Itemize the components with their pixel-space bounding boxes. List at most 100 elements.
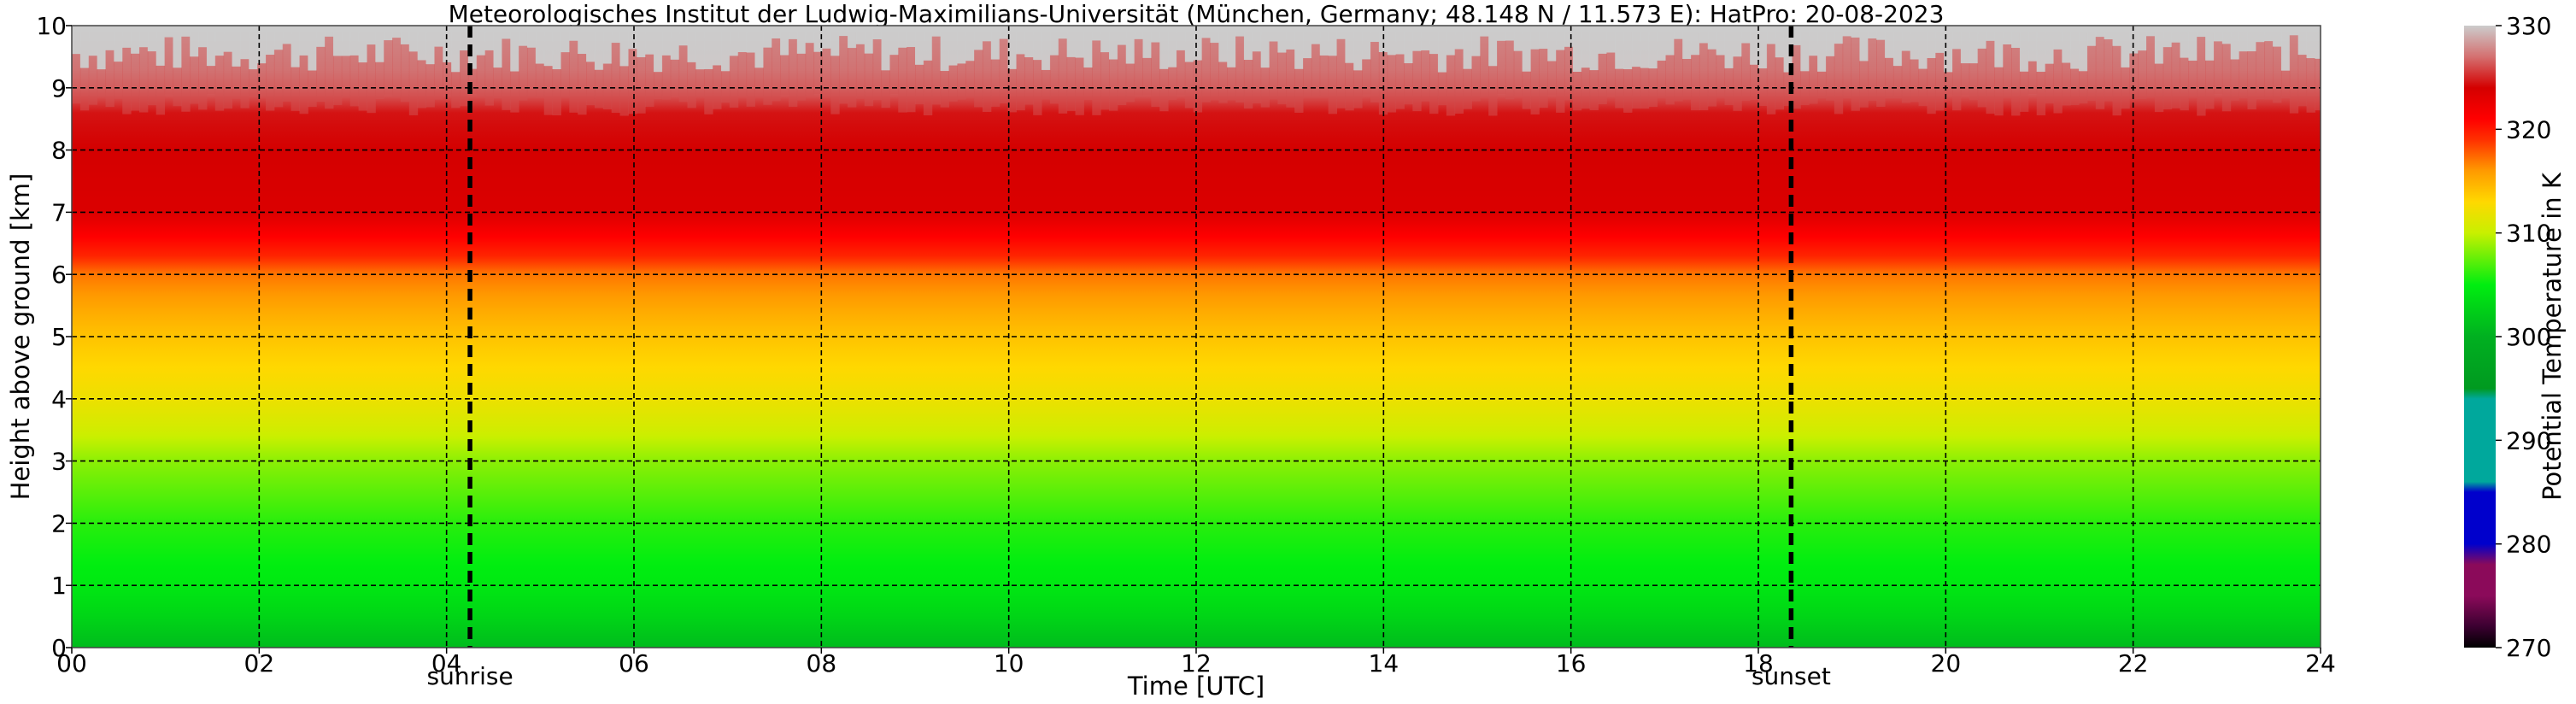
- texture-band: [1724, 67, 1734, 105]
- texture-band: [2095, 37, 2105, 109]
- texture-band: [173, 67, 182, 107]
- texture-band: [1547, 26, 1557, 62]
- texture-band: [1615, 68, 1624, 109]
- texture-band: [1117, 26, 1127, 45]
- texture-band: [155, 26, 166, 66]
- texture-band: [1623, 69, 1633, 113]
- texture-band: [1918, 68, 1928, 107]
- texture-band: [332, 56, 343, 105]
- texture-band: [476, 26, 486, 56]
- texture-band: [2154, 26, 2164, 64]
- texture-band: [273, 26, 284, 50]
- texture-band: [358, 62, 367, 111]
- texture-band: [1471, 26, 1481, 56]
- texture-band: [1741, 43, 1751, 101]
- texture-band: [982, 41, 992, 113]
- texture-band: [611, 26, 621, 44]
- texture-band: [223, 51, 233, 109]
- texture-band: [384, 40, 393, 95]
- x-tick-label: 10: [994, 649, 1024, 678]
- texture-band: [713, 26, 722, 66]
- y-tick-label: 10: [36, 12, 67, 40]
- texture-band: [1260, 26, 1270, 68]
- texture-band: [2306, 26, 2315, 59]
- texture-band: [1682, 26, 1692, 59]
- texture-band: [299, 55, 308, 114]
- texture-band: [266, 26, 275, 56]
- texture-band: [1539, 49, 1548, 109]
- x-tick-label: 12: [1181, 649, 1212, 678]
- texture-band: [1412, 50, 1422, 112]
- texture-band: [451, 26, 461, 73]
- texture-band: [1615, 26, 1624, 69]
- y-tick-label: 7: [51, 198, 67, 226]
- texture-band: [1168, 26, 1177, 67]
- texture-band: [1404, 62, 1413, 105]
- texture-band: [206, 66, 216, 95]
- texture-band: [1201, 26, 1211, 38]
- colorbar-tick-label: 320: [2506, 115, 2551, 144]
- texture-band: [1741, 26, 1751, 44]
- texture-band: [1092, 40, 1101, 115]
- texture-band: [864, 26, 874, 54]
- texture-band: [1960, 63, 1970, 96]
- texture-band: [1572, 26, 1582, 73]
- texture-band: [240, 26, 249, 60]
- texture-band: [830, 26, 840, 56]
- texture-band: [1606, 26, 1616, 53]
- texture-band: [1125, 26, 1135, 64]
- texture-band: [940, 71, 949, 108]
- texture-band: [1049, 55, 1059, 104]
- texture-band: [754, 67, 764, 97]
- texture-band: [147, 51, 157, 106]
- texture-band: [1210, 43, 1219, 101]
- x-tick-label: 04: [431, 649, 462, 678]
- texture-band: [805, 43, 815, 97]
- texture-band: [990, 26, 1000, 60]
- texture-band: [619, 26, 629, 67]
- texture-band: [1252, 26, 1262, 52]
- texture-band: [2273, 46, 2282, 103]
- texture-band: [79, 26, 90, 68]
- texture-band: [282, 44, 292, 102]
- texture-band: [957, 26, 966, 64]
- texture-band: [578, 54, 587, 115]
- texture-band: [1497, 40, 1506, 95]
- texture-band: [1328, 26, 1337, 56]
- texture-band: [594, 26, 604, 70]
- texture-band: [1564, 46, 1574, 101]
- texture-band: [763, 26, 772, 48]
- texture-band: [780, 26, 789, 56]
- texture-band: [1977, 26, 1986, 49]
- texture-band: [1336, 38, 1346, 109]
- texture-band: [1269, 41, 1278, 100]
- texture-band: [1252, 51, 1262, 104]
- texture-band: [1083, 26, 1093, 68]
- texture-band: [122, 26, 132, 48]
- texture-band: [586, 26, 596, 62]
- texture-band: [822, 48, 831, 98]
- texture-band: [1016, 54, 1025, 111]
- texture-band: [1016, 26, 1025, 55]
- texture-band: [2221, 26, 2232, 44]
- texture-band: [1345, 26, 1354, 63]
- y-tick-label: 2: [51, 509, 67, 537]
- texture-band: [578, 26, 587, 55]
- texture-band: [619, 66, 629, 116]
- texture-band: [214, 56, 225, 111]
- texture-band: [1125, 63, 1135, 103]
- texture-band: [763, 47, 772, 105]
- texture-band: [1303, 26, 1312, 59]
- x-tick-label: 24: [2305, 649, 2336, 678]
- texture-band: [1243, 26, 1253, 61]
- texture-band: [164, 37, 173, 95]
- texture-band: [1691, 55, 1700, 111]
- texture-band: [1193, 26, 1203, 61]
- texture-band: [661, 55, 672, 100]
- texture-band: [1750, 64, 1759, 101]
- texture-band: [493, 67, 502, 99]
- texture-band: [97, 69, 106, 97]
- texture-band: [889, 55, 899, 95]
- texture-band: [2297, 55, 2308, 107]
- texture-band: [114, 26, 123, 62]
